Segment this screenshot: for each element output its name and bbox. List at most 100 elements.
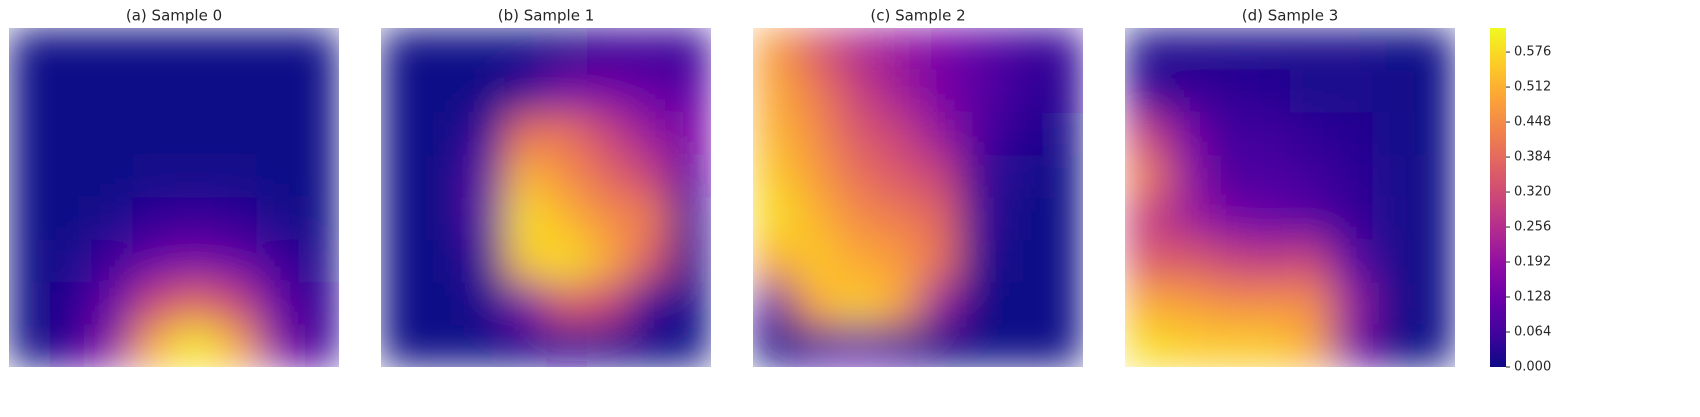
- heatmap-cell: [669, 324, 711, 367]
- heatmap-cell: [91, 70, 134, 114]
- heatmap-cell: [1248, 282, 1291, 326]
- heatmap-cell: [1207, 155, 1250, 198]
- heatmap-cell: [628, 282, 671, 326]
- heatmap-cell: [215, 324, 257, 367]
- heatmap-cell: [1041, 239, 1083, 283]
- heatmap-cell: [546, 239, 588, 283]
- heatmap-cell: [132, 197, 175, 241]
- heatmap-cell: [132, 70, 175, 114]
- heatmap-cell: [959, 112, 1001, 156]
- heatmap-cell: [381, 239, 423, 283]
- heatmap-cell: [753, 239, 795, 283]
- heatmap-cell: [1041, 282, 1083, 326]
- heatmap-cell: [50, 28, 92, 71]
- heatmap-cell: [256, 324, 299, 367]
- heatmap-cell: [91, 197, 134, 241]
- heatmap-cell: [1125, 324, 1167, 367]
- heatmap-cell: [504, 155, 547, 198]
- heatmap-cell: [9, 112, 51, 156]
- heatmap-cell: [504, 282, 547, 326]
- heatmap-cell: [1166, 28, 1208, 71]
- heatmap-cells: [753, 28, 1083, 367]
- heatmap-cell: [1331, 239, 1373, 283]
- heatmap-cell: [91, 112, 134, 156]
- heatmap-cell: [1331, 112, 1373, 156]
- heatmap-cell: [918, 70, 960, 114]
- heatmap-cell: [918, 112, 960, 156]
- heatmap-cell: [463, 28, 506, 71]
- heatmap-cell: [504, 70, 547, 114]
- heatmap-cell: [669, 197, 711, 241]
- heatmap-cell: [132, 282, 175, 326]
- heatmap-cell: [753, 324, 795, 367]
- heatmap-cell: [381, 28, 423, 71]
- heatmap-cell: [1413, 28, 1455, 71]
- heatmap-panel: [9, 28, 339, 367]
- colorbar-tick-label: 0.256: [1514, 220, 1551, 235]
- heatmap-cell: [297, 282, 339, 326]
- heatmap-cell: [91, 239, 134, 283]
- heatmap-cell: [91, 155, 134, 198]
- heatmap-cell: [1248, 112, 1291, 156]
- heatmap-cell: [256, 70, 299, 114]
- heatmap-cell: [794, 112, 836, 156]
- heatmap-cell: [876, 324, 919, 367]
- heatmap-cell: [9, 324, 51, 367]
- heatmap-cell: [959, 324, 1001, 367]
- heatmap-cell: [546, 324, 588, 367]
- heatmap-cell: [587, 239, 629, 283]
- heatmap-cell: [835, 155, 878, 198]
- heatmap-cell: [422, 282, 464, 326]
- heatmap-cell: [1000, 282, 1043, 326]
- heatmap-cell: [628, 112, 671, 156]
- heatmap-cell: [1413, 197, 1455, 241]
- heatmap-cell: [546, 28, 588, 71]
- heatmap-cell: [1000, 70, 1043, 114]
- heatmap-cell: [9, 197, 51, 241]
- heatmap-cell: [1372, 155, 1415, 198]
- heatmap-cell: [918, 155, 960, 198]
- heatmap-cell: [959, 28, 1001, 71]
- heatmap-cell: [959, 155, 1001, 198]
- heatmap-cell: [174, 282, 216, 326]
- heatmap-cell: [132, 112, 175, 156]
- heatmap-cell: [422, 239, 464, 283]
- heatmap-cell: [876, 112, 919, 156]
- heatmap-cell: [297, 197, 339, 241]
- heatmap-cell: [1372, 197, 1415, 241]
- heatmap-cell: [50, 70, 92, 114]
- heatmap-cell: [1207, 197, 1250, 241]
- heatmap-cell: [1331, 197, 1373, 241]
- heatmap-cell: [132, 28, 175, 71]
- heatmap-cell: [628, 70, 671, 114]
- heatmap-cell: [959, 239, 1001, 283]
- heatmap-cell: [9, 239, 51, 283]
- heatmap-cell: [835, 239, 878, 283]
- heatmap-cell: [1207, 70, 1250, 114]
- heatmap-cell: [174, 112, 216, 156]
- heatmap-cell: [1290, 239, 1332, 283]
- heatmap-cell: [50, 239, 92, 283]
- heatmap-cell: [1331, 28, 1373, 71]
- heatmap-cell: [1041, 197, 1083, 241]
- heatmap-cell: [1248, 239, 1291, 283]
- heatmap-cell: [959, 197, 1001, 241]
- heatmap-cell: [132, 155, 175, 198]
- heatmap-cell: [9, 28, 51, 71]
- heatmap-cell: [50, 197, 92, 241]
- heatmap-cell: [381, 324, 423, 367]
- heatmap-panel: [753, 28, 1083, 367]
- heatmap-cell: [794, 197, 836, 241]
- heatmap-cell: [215, 28, 257, 71]
- heatmap-cell: [504, 324, 547, 367]
- heatmap-cell: [422, 155, 464, 198]
- heatmap-cell: [91, 282, 134, 326]
- heatmap-cell: [1290, 112, 1332, 156]
- heatmap-cell: [1413, 324, 1455, 367]
- heatmap-cell: [1207, 112, 1250, 156]
- heatmap-cell: [9, 70, 51, 114]
- heatmap-cell: [1290, 282, 1332, 326]
- heatmap-cell: [504, 239, 547, 283]
- heatmap-cell: [1166, 197, 1208, 241]
